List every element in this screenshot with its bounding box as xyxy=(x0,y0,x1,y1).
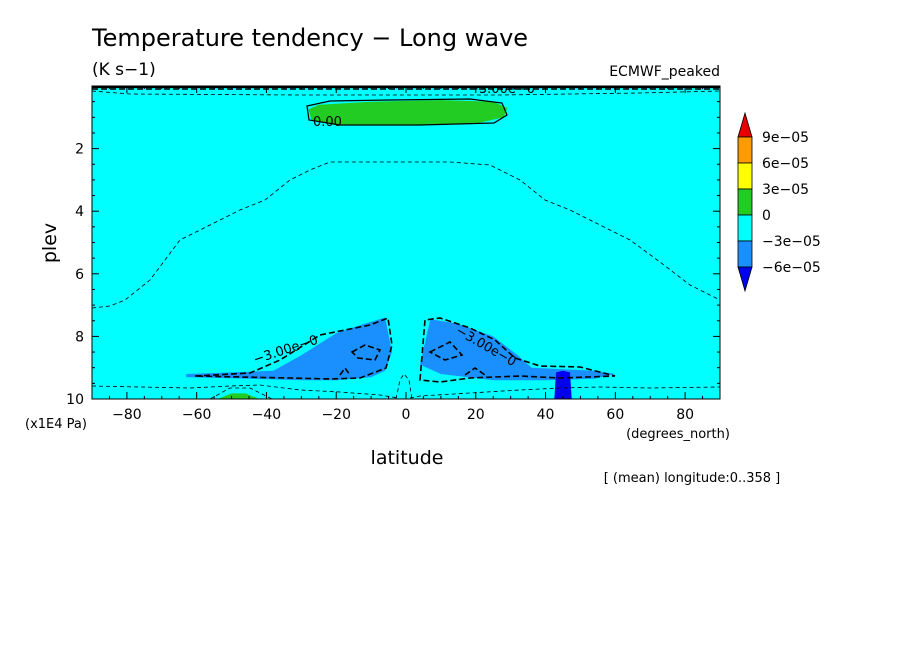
dataset-label: ECMWF_peaked xyxy=(609,64,720,80)
zero-contours xyxy=(92,90,720,399)
contour-right-lobe xyxy=(419,317,616,383)
y-tick-label: 2 xyxy=(75,142,84,158)
region-lower-right-strong-negative xyxy=(554,370,572,399)
x-axis-label: latitude xyxy=(371,447,444,469)
y-tick-label: 10 xyxy=(66,392,84,408)
chart-title: Temperature tendency − Long wave xyxy=(91,24,528,52)
region-lower-right-negative xyxy=(420,319,616,381)
colorbar-label: 0 xyxy=(762,208,771,224)
contour-left-inner xyxy=(350,344,382,361)
region-lower-left-negative xyxy=(186,317,392,381)
x-tick-label: 0 xyxy=(402,407,411,423)
y-tick-label: 8 xyxy=(75,329,84,345)
contour-left-lobe xyxy=(194,316,393,380)
y-tick-label: 4 xyxy=(75,204,84,220)
contour-right-inner xyxy=(428,341,464,361)
x-tick-label: 40 xyxy=(537,407,555,423)
colorbar-swatch xyxy=(737,136,753,164)
x-tick-label: 80 xyxy=(676,407,694,423)
colorbar-label: 3e−05 xyxy=(762,182,809,198)
x-tick-label: 60 xyxy=(606,407,624,423)
colorbar: 9e−05 6e−05 3e−05 0 −3e−05 −6e−05 xyxy=(737,111,821,293)
x-tick-label: −40 xyxy=(252,407,282,423)
colorbar-label: 6e−05 xyxy=(762,156,809,172)
colorbar-bottom-arrow xyxy=(737,266,753,293)
contour-label-top: −3.00e−0 xyxy=(468,82,535,97)
colorbar-swatch xyxy=(737,188,753,216)
colorbar-label: 9e−05 xyxy=(762,130,809,146)
colorbar-swatch xyxy=(737,240,753,268)
y-axis-label: plev xyxy=(39,223,61,263)
colorbar-label: −6e−05 xyxy=(762,260,821,276)
colorbar-swatch xyxy=(737,214,753,242)
x-axis: −80 −60 −40 −20 0 20 40 60 80 xyxy=(108,86,704,423)
plot-area: 0.00 −3.00e−0 −3.00e−0 −3.00e−0 xyxy=(92,82,720,399)
region-upper-positive xyxy=(308,100,508,126)
colorbar-swatch xyxy=(737,162,753,190)
contour-label-upper: 0.00 xyxy=(313,115,342,130)
zero-contour-low-left xyxy=(92,384,399,399)
colorbar-top-arrow xyxy=(737,111,753,138)
y-tick-label: 6 xyxy=(75,267,84,283)
contour-left-inner2 xyxy=(339,366,351,376)
contour-upper-positive xyxy=(306,98,508,126)
colorbar-label: −3e−05 xyxy=(762,234,821,250)
contour-right-inner2 xyxy=(464,367,486,376)
y-axis: 2 4 6 8 10 xyxy=(66,101,720,408)
x-tick-label: 20 xyxy=(467,407,485,423)
chart-units: (K s−1) xyxy=(92,60,156,80)
plot-background xyxy=(92,86,720,399)
zero-contour-mid xyxy=(92,161,720,309)
y-axis-units: (x1E4 Pa) xyxy=(25,417,87,432)
zero-contour-low-right xyxy=(409,386,720,399)
zero-contour-top xyxy=(92,90,720,96)
x-tick-label: −60 xyxy=(182,407,212,423)
x-tick-label: −80 xyxy=(112,407,142,423)
x-tick-label: −20 xyxy=(321,407,351,423)
x-axis-units: (degrees_north) xyxy=(626,427,730,442)
footnote: [ (mean) longitude:0..358 ] xyxy=(604,471,781,486)
